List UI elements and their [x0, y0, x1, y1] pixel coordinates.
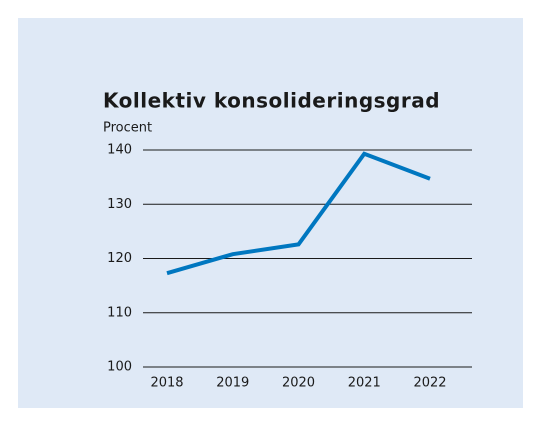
y-tick-label: 120	[107, 251, 132, 266]
data-line	[166, 151, 431, 276]
chart-title: Kollektiv konsolideringsgrad	[103, 89, 440, 113]
y-tick-label: 100	[107, 360, 132, 375]
y-tick-label: 130	[107, 197, 132, 212]
y-tick-label: 140	[107, 143, 132, 158]
x-tick-label: 2022	[413, 376, 446, 391]
panel	[18, 18, 523, 408]
x-tick-label: 2018	[150, 376, 183, 391]
x-tick-label: 2021	[348, 376, 381, 391]
y-tick-label: 110	[107, 305, 132, 320]
x-tick-label: 2019	[216, 376, 249, 391]
x-tick-label: 2020	[282, 376, 315, 391]
y-axis-label: Procent	[103, 121, 152, 136]
